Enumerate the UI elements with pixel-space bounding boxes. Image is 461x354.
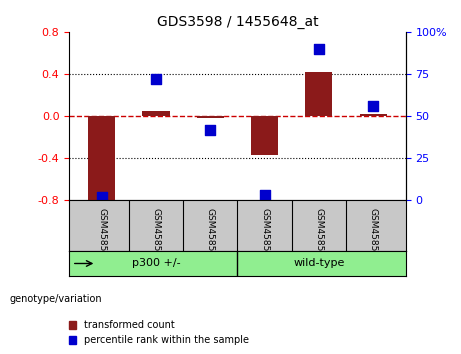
Text: genotype/variation: genotype/variation: [9, 294, 102, 304]
Point: [152, 76, 160, 82]
Legend: transformed count, percentile rank within the sample: transformed count, percentile rank withi…: [65, 316, 253, 349]
Point: [261, 193, 268, 198]
Title: GDS3598 / 1455648_at: GDS3598 / 1455648_at: [157, 16, 318, 29]
Text: GSM458549: GSM458549: [206, 208, 215, 263]
Text: GSM458551: GSM458551: [314, 208, 323, 263]
Point: [369, 103, 377, 109]
Point: [98, 194, 106, 200]
Point: [207, 127, 214, 132]
Text: GSM458547: GSM458547: [97, 208, 106, 263]
Bar: [142, 111, 170, 116]
Text: p300 +/-: p300 +/-: [132, 258, 180, 268]
Bar: [251, 116, 278, 155]
Bar: [88, 116, 115, 206]
Bar: [197, 116, 224, 118]
Text: GSM458548: GSM458548: [152, 208, 160, 263]
Text: wild-type: wild-type: [293, 258, 344, 268]
Point: [315, 46, 323, 52]
Text: GSM458552: GSM458552: [369, 208, 378, 263]
Text: GSM458550: GSM458550: [260, 208, 269, 263]
Bar: [305, 72, 332, 116]
Bar: [360, 114, 387, 116]
